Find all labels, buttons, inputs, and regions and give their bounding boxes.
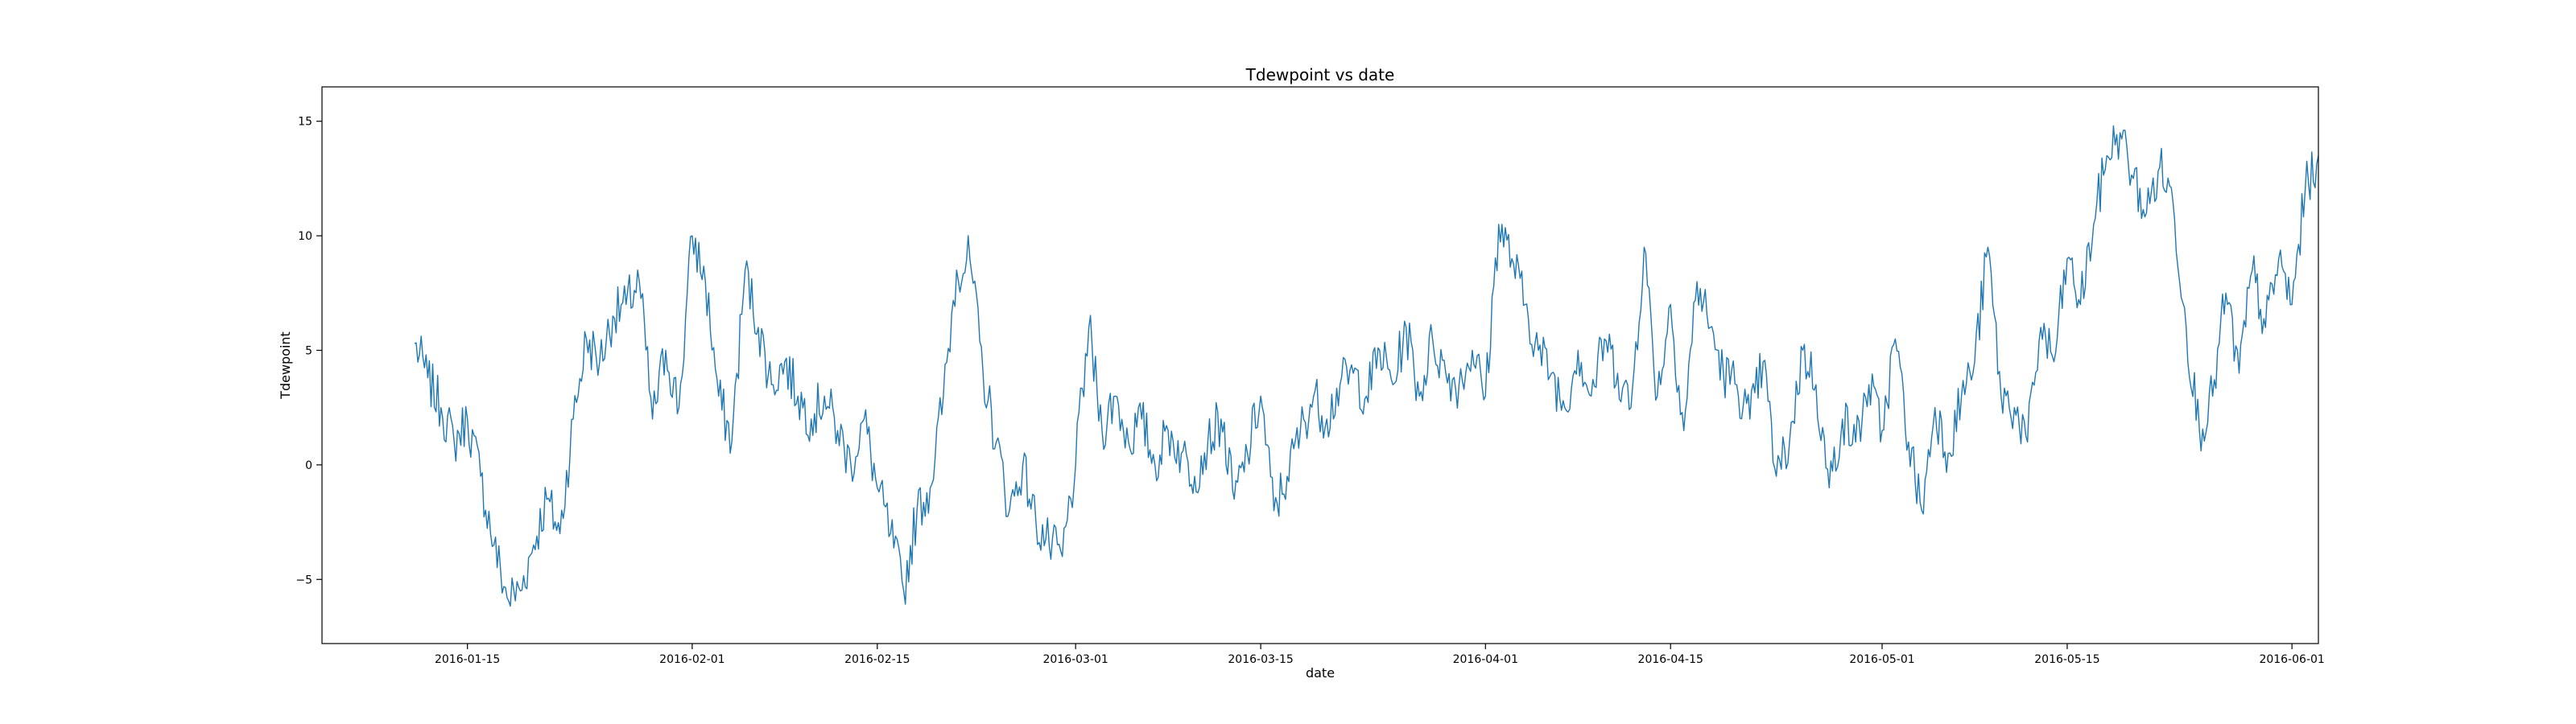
x-tick-label: 2016-04-01 — [1453, 653, 1518, 666]
y-axis-ticks: −5 0 5 10 15 — [295, 116, 322, 586]
x-tick-label: 2016-01-15 — [435, 653, 500, 666]
y-tick-label: 15 — [298, 116, 312, 129]
x-axis-ticks: 2016-01-15 2016-02-01 2016-02-15 2016-03-01… — [435, 644, 2325, 666]
x-tick-label: 2016-02-15 — [844, 653, 910, 666]
x-axis-label: date — [1306, 665, 1335, 681]
x-tick-label: 2016-05-15 — [2034, 653, 2099, 666]
plot-area — [414, 125, 2319, 607]
plot-frame — [321, 86, 2319, 644]
x-tick-label: 2016-03-15 — [1228, 653, 1293, 666]
y-tick-label: 10 — [298, 230, 312, 243]
y-tick-label: 5 — [305, 344, 312, 357]
tdewpoint-series-line — [414, 125, 2319, 607]
x-tick-label: 2016-04-15 — [1638, 653, 1703, 666]
chart-title: Tdewpoint vs date — [1245, 65, 1395, 84]
y-axis-label: Tdewpoint — [278, 331, 293, 400]
x-tick-label: 2016-03-01 — [1042, 653, 1108, 666]
y-tick-label: −5 — [295, 574, 312, 586]
x-tick-label: 2016-02-01 — [659, 653, 724, 666]
y-tick-label: 0 — [305, 459, 312, 472]
x-tick-label: 2016-05-01 — [1849, 653, 1914, 666]
x-tick-label: 2016-06-01 — [2259, 653, 2324, 666]
